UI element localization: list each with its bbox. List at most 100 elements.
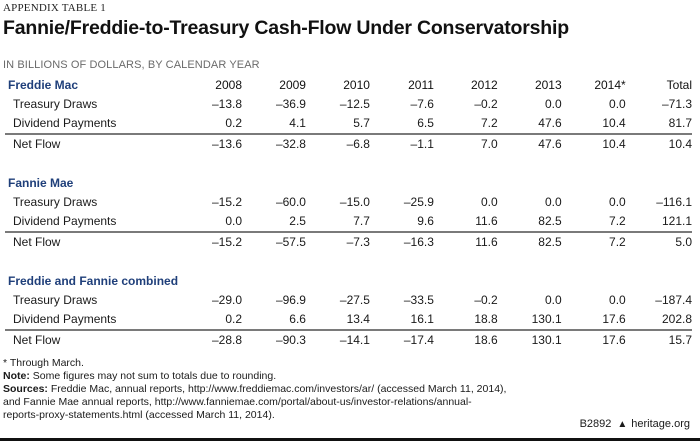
bottom-rule: [0, 438, 700, 441]
cell-value: 6.5: [369, 114, 434, 135]
row-label: Treasury Draws: [13, 195, 98, 209]
column-header: [242, 272, 306, 291]
column-header: [306, 272, 370, 291]
column-header: [434, 174, 498, 193]
cell-value: 0.2: [178, 310, 242, 331]
column-header: 2010: [343, 78, 370, 92]
column-header: [626, 272, 692, 291]
column-header: [434, 272, 498, 291]
column-header: [242, 174, 306, 193]
cell-value: –13.8: [211, 97, 242, 111]
table-row: Net Flow –28.8 –90.3 –14.1 –17.4 18.6 130.1 17.…: [5, 330, 692, 350]
notes-block: * Through March. Note: Some figures may …: [3, 357, 506, 422]
cell-value: 7.2: [433, 114, 498, 135]
cell-value: –96.9: [275, 293, 306, 307]
page-title: Fannie/Freddie-to-Treasury Cash-Flow Und…: [3, 17, 569, 39]
cell-value: –25.9: [403, 195, 434, 209]
section-header-row: Freddie and Fannie combined: [5, 272, 692, 291]
column-header: 2014*: [594, 78, 626, 92]
cell-value: –90.3: [275, 333, 306, 347]
cell-value: 4.1: [242, 114, 306, 135]
cell-value: –57.5: [275, 235, 306, 249]
cell-value: –36.9: [275, 97, 306, 111]
section-spacer: [5, 154, 692, 174]
cell-value: 9.6: [369, 212, 434, 233]
table-row: Treasury Draws –29.0 –96.9 –27.5 –33.5 –0.2 0.…: [5, 291, 692, 310]
cell-value: 47.6: [497, 114, 562, 135]
column-header: [498, 174, 562, 193]
report-code: B2892: [579, 418, 612, 430]
cell-value: 5.7: [305, 114, 370, 135]
cell-value: –17.4: [403, 333, 434, 347]
cell-value: 7.2: [561, 212, 626, 233]
column-header: [178, 272, 242, 291]
cell-value: –14.1: [339, 333, 370, 347]
cell-value: –116.1: [656, 195, 692, 209]
cell-value: 7.0: [481, 137, 498, 151]
sources-line-3: reports-proxy-statements.html (accessed …: [3, 409, 275, 421]
sources-line-1: Sources: Freddie Mac, annual reports, ht…: [3, 383, 506, 396]
cell-value: 10.4: [602, 137, 626, 151]
section-header-row: Fannie Mae: [5, 174, 692, 193]
cell-value: –28.8: [211, 333, 242, 347]
cell-value: 18.8: [433, 310, 498, 331]
cell-value: 2.5: [242, 212, 306, 233]
column-header: [498, 272, 562, 291]
cell-value: –15.2: [211, 195, 242, 209]
footnote: * Through March.: [3, 357, 84, 369]
cell-value: –6.8: [346, 137, 370, 151]
cell-value: 6.6: [242, 310, 306, 331]
section-heading: Freddie and Fannie combined: [8, 274, 179, 288]
row-label: Dividend Payments: [5, 212, 179, 233]
cash-flow-table: Freddie Mac 2008 2009 2010 2011 2012 2013 2014*…: [5, 76, 692, 350]
cell-value: 11.6: [475, 235, 498, 249]
cell-value: 0.2: [178, 114, 242, 135]
column-header: [626, 174, 692, 193]
cell-value: 0.0: [178, 212, 242, 233]
column-header: 2008: [215, 78, 242, 92]
cell-value: 202.8: [625, 310, 692, 331]
cell-value: 17.6: [602, 333, 626, 347]
section-spacer: [5, 252, 692, 272]
credit-line: B2892 ▲ heritage.org: [580, 418, 690, 430]
section-heading: Fannie Mae: [8, 176, 74, 190]
cell-value: –15.2: [211, 235, 242, 249]
table-row: Net Flow –15.2 –57.5 –7.3 –16.3 11.6 82.5 7.2 5.…: [5, 232, 692, 252]
column-header: [370, 174, 434, 193]
note-label: Note:: [3, 370, 30, 382]
cell-value: –7.3: [346, 235, 370, 249]
cell-value: –32.8: [275, 137, 306, 151]
cell-value: 0.0: [544, 97, 562, 111]
row-label: Dividend Payments: [5, 114, 179, 135]
column-header: [562, 272, 626, 291]
column-header: Total: [666, 78, 692, 92]
row-label: Dividend Payments: [5, 310, 179, 331]
table-row: Dividend Payments 0.2 6.6 13.4 16.1 18.8 130.1…: [5, 310, 692, 331]
column-header: 2009: [279, 78, 306, 92]
units-subtitle: IN BILLIONS OF DOLLARS, BY CALENDAR YEAR: [3, 59, 260, 71]
row-label: Net Flow: [13, 235, 61, 249]
table-row: Dividend Payments 0.2 4.1 5.7 6.5 7.2 47.6 10.4…: [5, 114, 692, 135]
cell-value: 5.0: [675, 235, 692, 249]
cell-value: 82.5: [538, 235, 562, 249]
cell-value: –187.4: [655, 293, 692, 307]
cell-value: 17.6: [561, 310, 626, 331]
cell-value: –13.6: [211, 137, 242, 151]
cell-value: 7.7: [305, 212, 370, 233]
cell-value: 0.0: [544, 195, 562, 209]
table-row: Dividend Payments 0.0 2.5 7.7 9.6 11.6 82.5 7.2…: [5, 212, 692, 233]
appendix-kicker: APPENDIX TABLE 1: [3, 2, 106, 14]
cell-value: –12.5: [339, 97, 370, 111]
cell-value: –33.5: [403, 293, 434, 307]
cell-value: 11.6: [433, 212, 498, 233]
cell-value: –7.6: [410, 97, 434, 111]
site-link[interactable]: heritage.org: [631, 418, 690, 430]
note-line: Note: Some figures may not sum to totals…: [3, 370, 506, 383]
cell-value: 7.2: [609, 235, 626, 249]
cell-value: 121.1: [625, 212, 692, 233]
column-header: 2013: [534, 78, 562, 92]
liberty-bell-icon: ▲: [617, 419, 628, 430]
sources-text-1: Freddie Mac, annual reports, http://www.…: [47, 383, 507, 395]
cell-value: 130.1: [531, 333, 562, 347]
row-label: Treasury Draws: [13, 293, 98, 307]
